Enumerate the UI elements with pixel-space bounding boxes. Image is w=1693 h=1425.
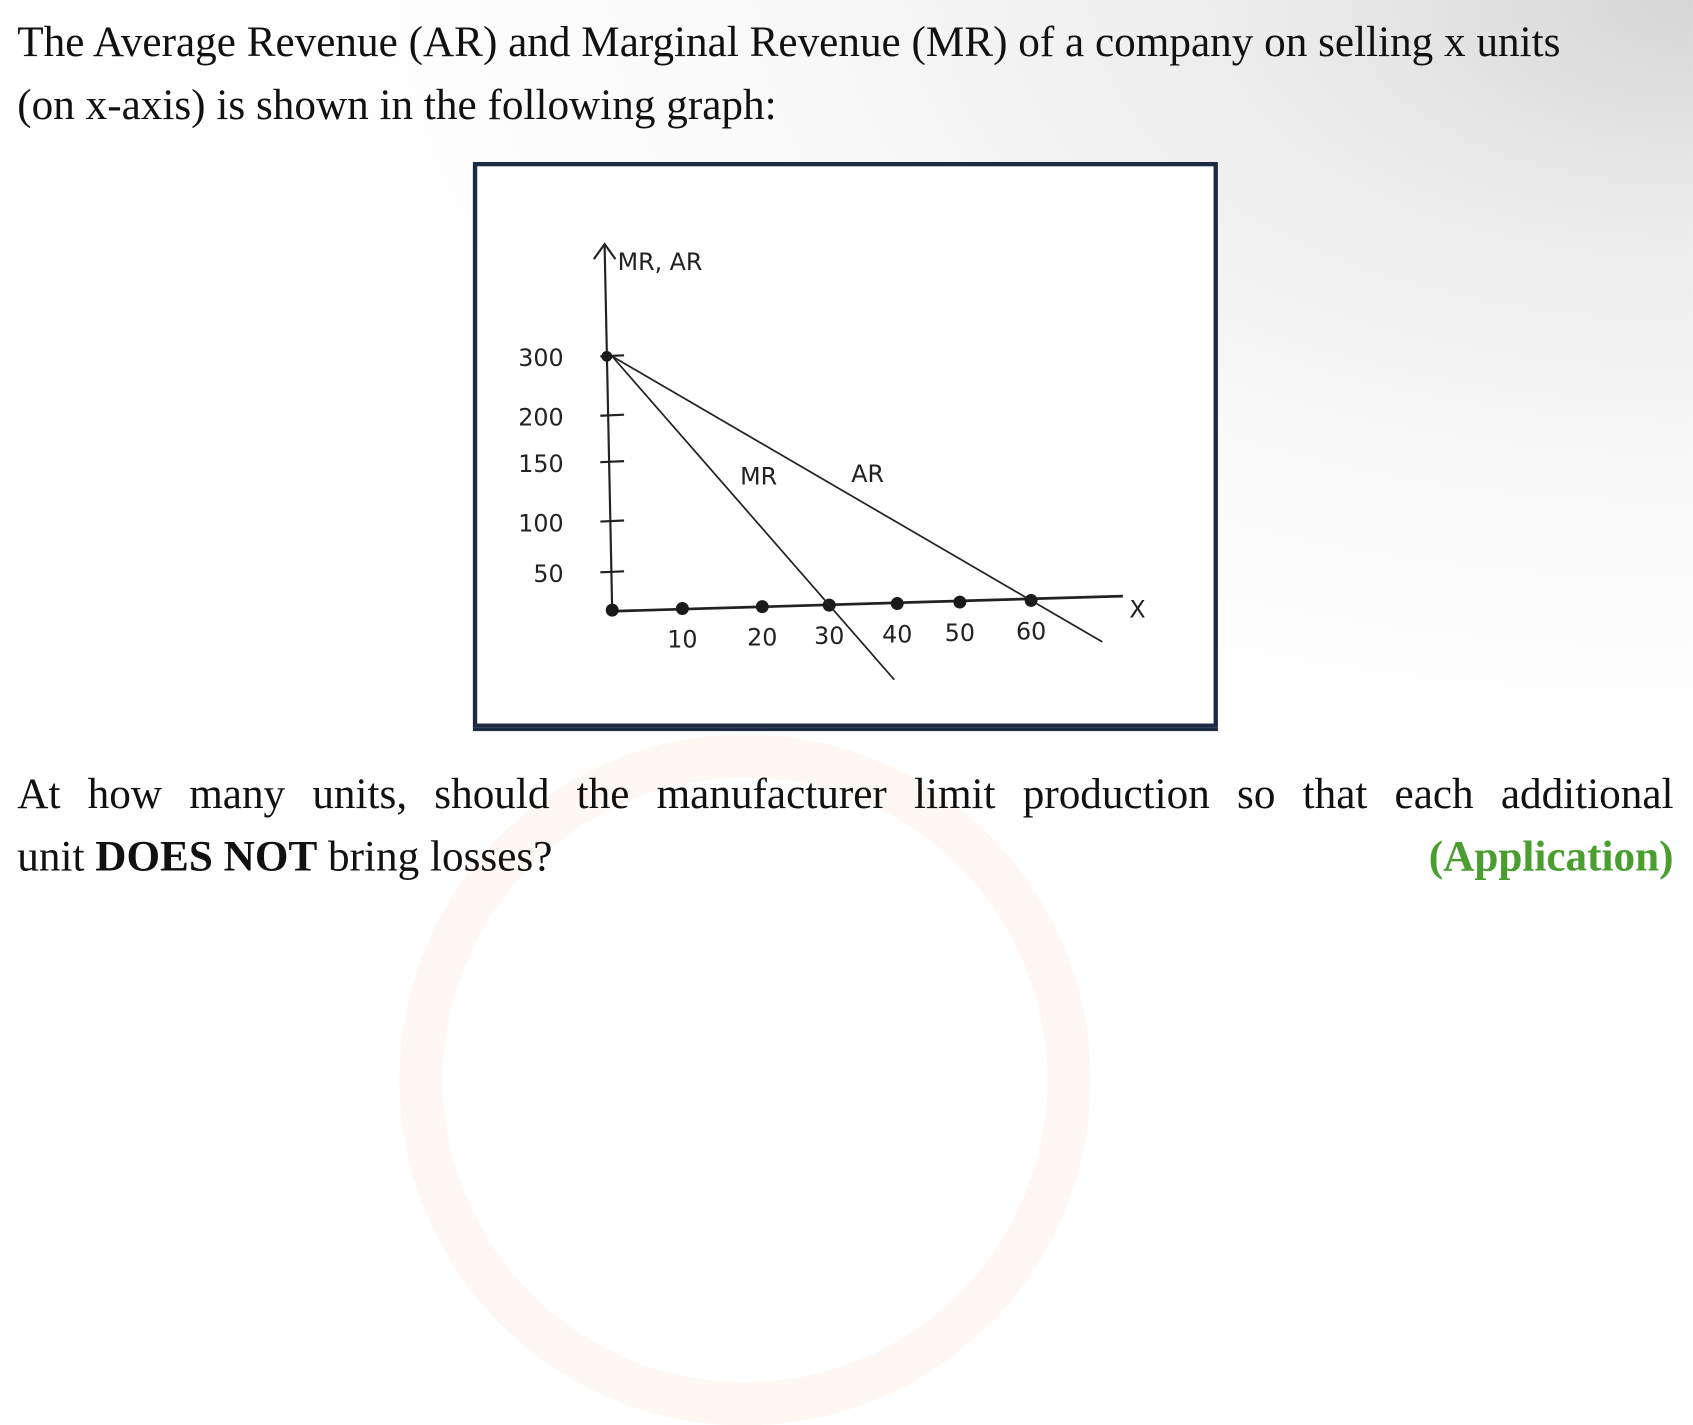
x-tick-label: 50 (945, 619, 975, 647)
series-line-ar (611, 355, 1103, 643)
x-axis-label: X (1129, 596, 1145, 624)
prompt-text-line2: unit DOES NOT bring losses? (17, 825, 552, 888)
prompt-post: bring losses? (317, 831, 553, 881)
series-line-mr (611, 355, 895, 681)
y-tick (600, 519, 625, 523)
question-text-line2: (on x-axis) is shown in the following gr… (17, 79, 777, 129)
revenue-graph: MR, AR X 50 100 150 200 300 10 20 30 40 50 60 AR MR (518, 242, 1146, 681)
y-tick (600, 570, 625, 574)
y-tick-label: 150 (518, 450, 563, 478)
x-tick-label: 10 (667, 625, 697, 653)
x-axis-point (755, 600, 769, 614)
prompt-text-line1: At how many units, should the manufactur… (17, 768, 1674, 818)
prompt-emphasis: DOES NOT (95, 831, 318, 881)
prompt-pre: unit (17, 831, 96, 881)
x-axis-point (953, 595, 967, 609)
y-tick-label: 100 (518, 509, 563, 537)
x-tick-label: 40 (882, 620, 912, 648)
intercept-point (601, 350, 613, 362)
x-axis-point (675, 602, 689, 615)
y-axis-arrow-icon (592, 242, 617, 260)
question-text-line1: The Average Revenue (AR) and Marginal Re… (17, 17, 1561, 66)
x-tick-label: 20 (747, 624, 777, 652)
series-label-mr: MR (740, 463, 777, 491)
y-axis (603, 246, 614, 611)
x-axis (612, 594, 1123, 613)
x-tick-label: 30 (814, 622, 844, 650)
x-tick-label: 60 (1016, 617, 1046, 645)
y-tick (600, 413, 625, 417)
y-axis-label: MR, AR (618, 248, 703, 276)
y-tick-label: 300 (518, 344, 563, 372)
y-tick-label: 200 (518, 403, 563, 431)
series-label-ar: AR (851, 460, 884, 488)
question-category-tag: (Application) (1428, 831, 1674, 881)
y-tick-label: 50 (533, 560, 563, 588)
y-tick (600, 460, 625, 464)
x-axis-point (890, 597, 904, 611)
x-axis-point (605, 603, 619, 617)
